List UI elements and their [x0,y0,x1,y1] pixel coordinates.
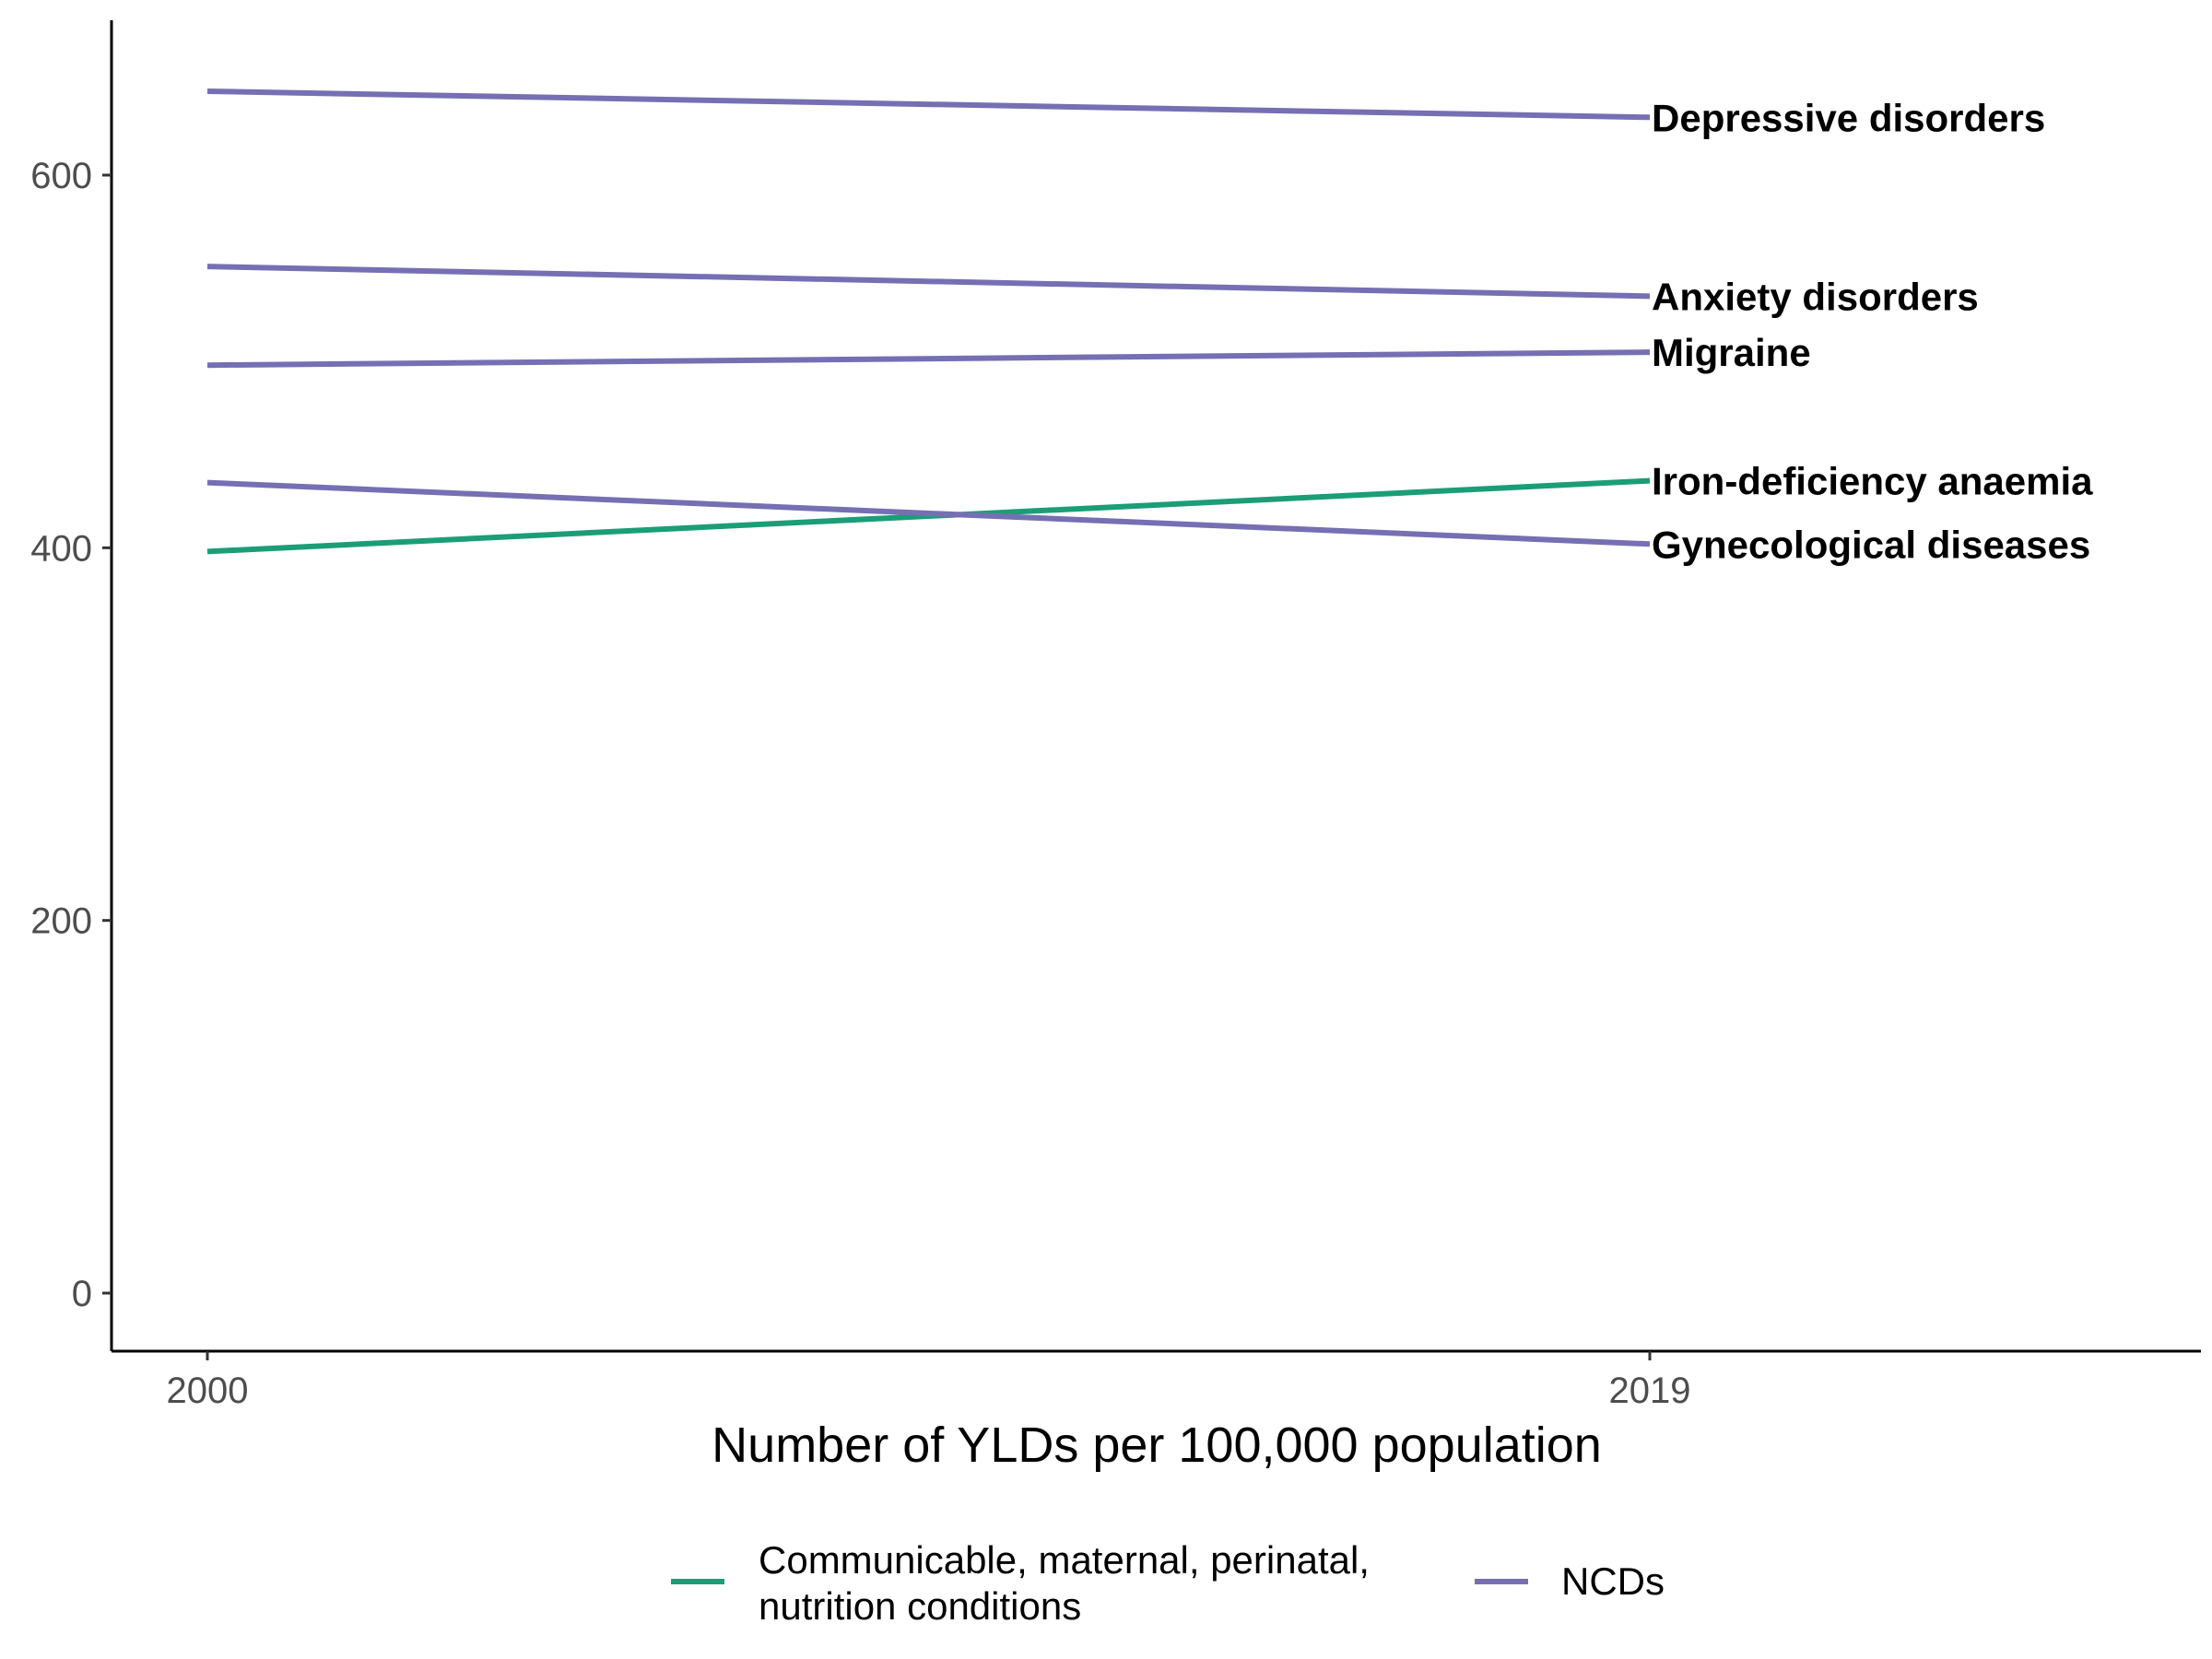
x-axis-title: Number of YLDs per 100,000 population [712,1418,1602,1473]
y-tick-label-2: 400 [30,528,92,569]
series-lines [206,88,1651,555]
series-line-2 [206,349,1651,369]
legend-label-0: Communicable, maternal, perinatal, nutrit… [759,1538,1370,1628]
series-line-1 [206,264,1651,300]
legend-label-line: Communicable, maternal, perinatal, [759,1538,1370,1582]
axes [110,20,2201,1353]
series-end-label-4: Gynecological diseases [1652,523,2090,566]
series-end-label-1: Anxiety disorders [1652,275,1979,318]
series-end-label-0: Depressive disorders [1652,96,2045,139]
series-line-4 [206,479,1651,547]
legend-label-line: nutrition conditions [759,1584,1081,1628]
legend-label-line: NCDs [1561,1559,1665,1603]
x-tick-label-1: 2019 [1609,1371,1691,1411]
x-axis-ticks: 2000 2019 [167,1351,1691,1411]
legend-label-1: NCDs [1561,1559,1665,1603]
y-tick-label-1: 200 [30,901,92,942]
series-end-label-2: Migraine [1652,331,1811,374]
y-axis-ticks: 0 200 400 600 [30,156,112,1314]
y-tick-label-0: 0 [72,1274,92,1314]
end-labels: Depressive disorders Anxiety disorders Mig… [1652,96,2093,566]
series-end-label-3: Iron-deficiency anaemia [1652,460,2093,503]
series-line-0 [206,88,1651,121]
x-tick-label-0: 2000 [167,1371,249,1411]
series-line-3 [206,477,1651,555]
legend: Communicable, maternal, perinatal, nutrit… [671,1538,1665,1628]
y-tick-label-3: 600 [30,156,92,196]
